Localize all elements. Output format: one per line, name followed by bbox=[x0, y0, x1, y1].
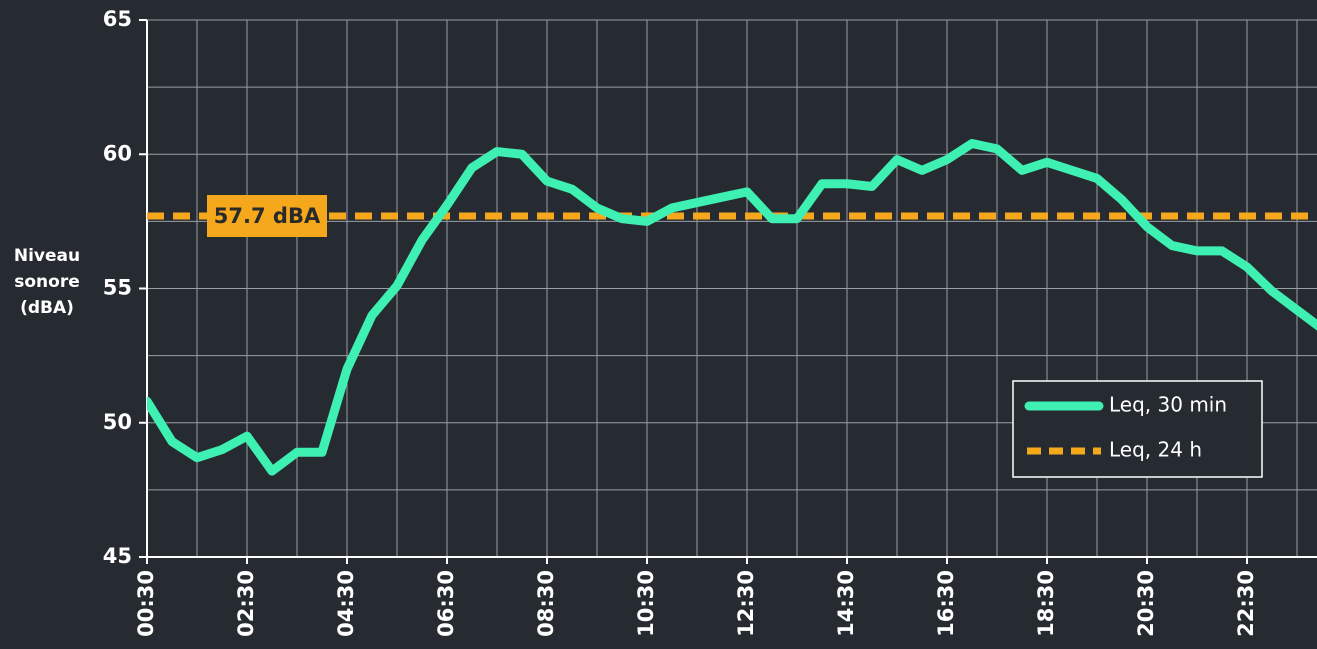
x-tick-label: 22:30 bbox=[1234, 570, 1258, 637]
reference-label-box bbox=[207, 195, 327, 238]
x-tick-label: 06:30 bbox=[434, 570, 458, 637]
legend-label: Leq, 24 h bbox=[1109, 438, 1202, 462]
x-tick-label: 16:30 bbox=[934, 570, 958, 637]
x-tick-label: 00:30 bbox=[134, 570, 158, 637]
y-axis-label: sonore bbox=[14, 272, 80, 292]
x-tick-label: 02:30 bbox=[234, 570, 258, 637]
x-tick-label: 20:30 bbox=[1134, 570, 1158, 637]
x-tick-label: 18:30 bbox=[1034, 570, 1058, 637]
legend-box bbox=[1012, 380, 1263, 478]
reference-label: 57.7 dBA bbox=[214, 204, 321, 228]
legend-label: Leq, 30 min bbox=[1109, 393, 1227, 417]
data-line bbox=[147, 139, 1317, 476]
x-tick-label: 08:30 bbox=[534, 570, 558, 637]
y-axis-label: Niveau bbox=[14, 246, 80, 266]
y-axis-label: (dBA) bbox=[20, 298, 74, 318]
y-tick-label: 60 bbox=[103, 141, 132, 165]
y-tick-label: 45 bbox=[103, 544, 132, 568]
x-tick-label: 10:30 bbox=[634, 570, 658, 637]
x-tick-label: 14:30 bbox=[834, 570, 858, 637]
y-tick-label: 50 bbox=[103, 410, 132, 434]
x-tick-label: 12:30 bbox=[734, 570, 758, 637]
y-tick-label: 55 bbox=[103, 276, 132, 300]
y-tick-label: 65 bbox=[103, 7, 132, 31]
x-tick-label: 04:30 bbox=[334, 570, 358, 637]
